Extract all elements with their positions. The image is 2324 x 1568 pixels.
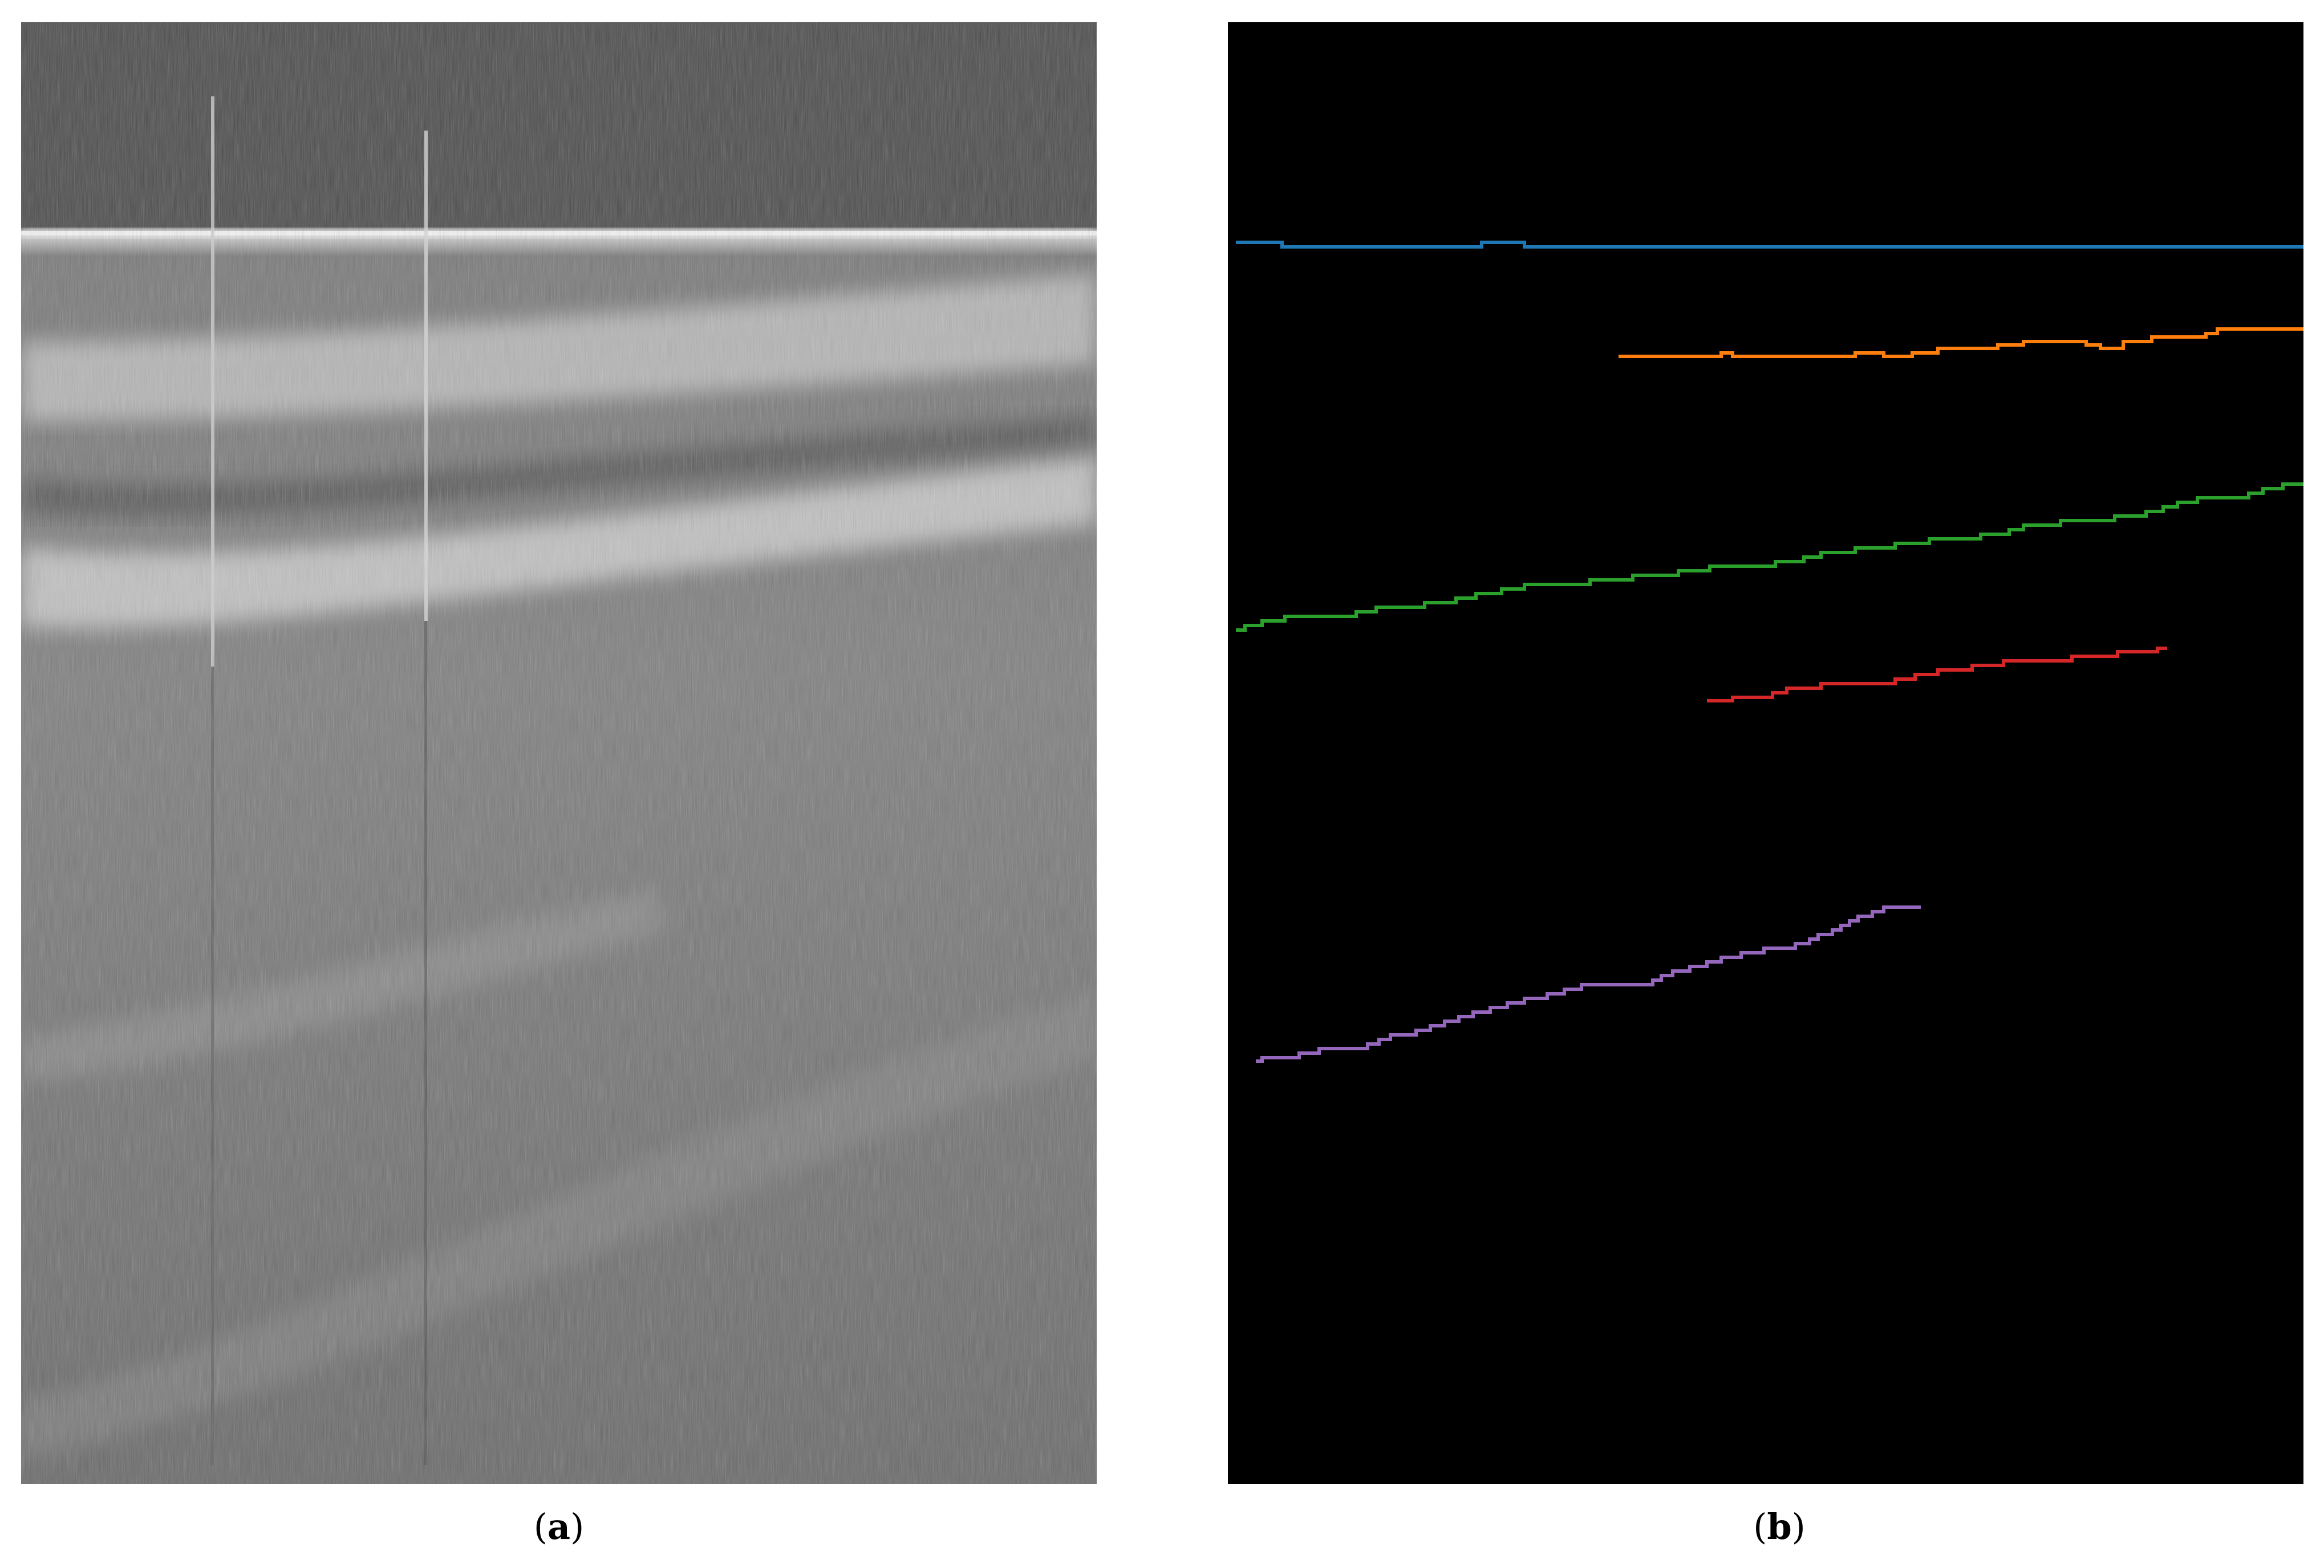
caption-b: (b) (1753, 1506, 1806, 1547)
layer-trace-green (1236, 482, 2303, 632)
echogram-image (21, 22, 1097, 1484)
caption-a: (a) (533, 1506, 585, 1547)
layer-trace-svg (1236, 241, 2303, 1063)
layer-trace-image (1228, 22, 2303, 1484)
echogram-svg (21, 22, 1097, 1484)
layer-trace-orange (1619, 327, 2303, 358)
layer-trace-red (1707, 647, 2167, 702)
surface-trace-blue (1236, 241, 2303, 249)
caption-a-letter: a (547, 1506, 571, 1547)
layer-trace-purple (1256, 905, 1921, 1063)
caption-b-letter: b (1767, 1506, 1792, 1547)
speckle-noise (21, 22, 1097, 1484)
